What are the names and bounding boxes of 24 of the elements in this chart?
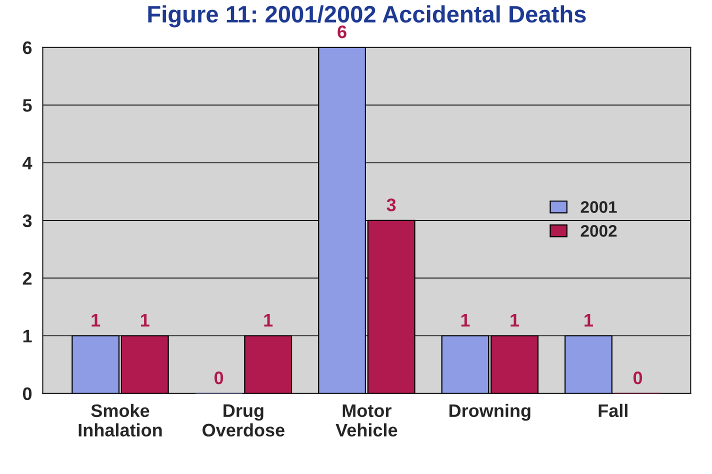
x-tick-label: Fall — [598, 404, 628, 418]
y-tick-label: 4 — [22, 156, 32, 170]
legend-label: 2001 — [580, 201, 617, 213]
data-label: 1 — [510, 314, 520, 326]
y-tick-label: 3 — [22, 214, 32, 228]
legend-label: 2002 — [580, 225, 617, 237]
y-tick-label: 1 — [23, 330, 32, 342]
x-tick-label: Drug Overdose — [202, 404, 284, 437]
y-tick-label: 2 — [22, 272, 32, 285]
data-label: 0 — [633, 372, 642, 384]
data-label: 1 — [461, 314, 470, 326]
x-tick-label: Drowning — [449, 404, 530, 421]
y-tick-label: 6 — [22, 41, 32, 54]
data-label: 0 — [214, 372, 224, 384]
data-label: 6 — [338, 25, 346, 38]
x-tick-label: Motor Vehicle — [336, 404, 398, 437]
x-tick-label: Smoke Inhalation — [78, 404, 162, 437]
y-tick-label: 5 — [22, 99, 32, 112]
data-label: 3 — [386, 198, 396, 212]
data-label: 1 — [584, 314, 594, 326]
data-label: 1 — [92, 314, 100, 326]
y-tick-label: 0 — [22, 387, 32, 400]
data-label: 1 — [264, 314, 273, 326]
data-label: 1 — [140, 314, 150, 326]
